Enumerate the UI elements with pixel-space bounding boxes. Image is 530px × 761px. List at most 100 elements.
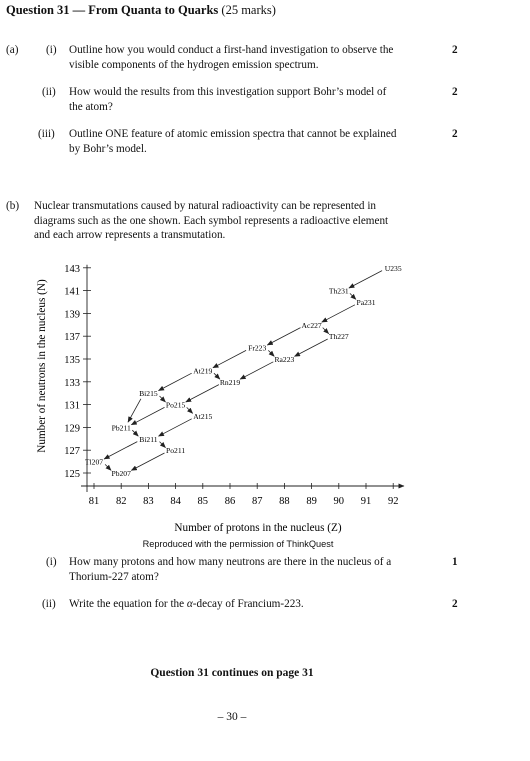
y-tick-label: 131: [64, 401, 80, 412]
transmutation-arrow: [104, 464, 112, 471]
image-credit: Reproduced with the permission of ThinkQ…: [142, 539, 334, 549]
part-b-ii-text: Write the equation for the α-decay of Fr…: [69, 597, 429, 612]
nuclide-label-at215: At215: [193, 412, 212, 421]
part-b-ii-num: (ii): [42, 598, 56, 610]
part-b-intro-line1: Nuclear transmutations caused by natural…: [34, 200, 377, 212]
part-a-ii-line2: the atom?: [69, 100, 113, 113]
y-tick-label: 141: [64, 287, 80, 298]
transmutation-arrow: [266, 327, 301, 346]
part-a-i-line1: Outline how you would conduct a first-ha…: [69, 44, 394, 56]
part-b-intro: Nuclear transmutations caused by natural…: [34, 199, 434, 243]
chart-nuclide-labels: U235 Th231 Pa231 Ac227 Th227 Fr223 Ra223 At219 R…: [85, 264, 402, 478]
part-b-i-text: How many protons and how many neutrons a…: [69, 555, 429, 584]
part-a-i-line2: visible components of the hydrogen emiss…: [69, 58, 319, 71]
part-a-iii-line2: by Bohr’s model.: [69, 142, 147, 155]
transmutation-arrow: [212, 350, 247, 369]
nuclide-label-ac227: Ac227: [301, 321, 321, 330]
nuclide-label-th231: Th231: [329, 287, 349, 296]
part-b-i-marks: 1: [452, 556, 458, 568]
part-b-label: (b): [6, 200, 20, 212]
chart-y-axis-label: Number of neutrons in the nucleus (N): [36, 279, 48, 453]
nuclide-label-pb211: Pb211: [112, 423, 131, 432]
nuclide-label-at219: At219: [193, 366, 212, 375]
part-a-i-marks: 2: [452, 44, 458, 56]
transmutation-arrow: [159, 441, 166, 448]
continues-note: Question 31 continues on page 31: [150, 667, 314, 679]
part-a-iii-text: Outline ONE feature of atomic emission s…: [69, 127, 439, 156]
x-tick-label: 88: [279, 496, 290, 507]
x-tick-label: 86: [225, 496, 236, 507]
chart-x-axis-label: Number of protons in the nucleus (Z): [174, 522, 341, 534]
transmutation-arrow: [349, 293, 357, 300]
nuclide-label-bi215: Bi215: [139, 389, 158, 398]
nuclide-label-pb207: Pb207: [111, 469, 131, 478]
y-tick-label: 143: [64, 264, 80, 275]
transmutation-arrow: [185, 384, 220, 403]
nuclide-label-tl207: Tl207: [85, 458, 103, 467]
chart-transmutation-arrows: [103, 270, 383, 471]
part-b-intro-line3: and each arrow represents a transmutatio…: [34, 229, 226, 241]
part-a-i-text: Outline how you would conduct a first-ha…: [69, 43, 429, 72]
transmutation-arrow: [103, 441, 138, 460]
transmutation-arrow: [186, 407, 194, 414]
question-title-bold: Question 31 — From Quanta to Quarks: [6, 3, 219, 17]
nuclide-label-pa231: Pa231: [357, 298, 376, 307]
x-tick-label: 89: [306, 496, 317, 507]
part-b-i-line1: How many protons and how many neutrons a…: [69, 556, 392, 568]
part-a-iii-marks: 2: [452, 128, 458, 140]
nuclide-label-fr223: Fr223: [248, 344, 266, 353]
x-tick-label: 85: [198, 496, 209, 507]
part-a-i-num: (i): [46, 44, 57, 56]
part-b-ii-marks: 2: [452, 598, 458, 610]
part-a-ii-num: (ii): [42, 86, 56, 98]
part-a-iii-num: (iii): [38, 128, 55, 140]
alpha-symbol: α: [186, 598, 193, 610]
question-title: Question 31 — From Quanta to Quarks (25 …: [6, 3, 276, 18]
x-tick-label: 91: [361, 496, 372, 507]
y-tick-label: 139: [64, 309, 80, 320]
nuclide-label-ra223: Ra223: [274, 355, 294, 364]
transmutation-arrow: [158, 372, 192, 391]
part-b-ii-text-post: -decay of Francium-223.: [192, 598, 304, 610]
part-a-ii-marks: 2: [452, 86, 458, 98]
transmutation-arrow: [348, 270, 383, 289]
transmutation-arrow: [132, 429, 139, 437]
y-tick-label: 135: [64, 355, 80, 366]
y-tick-label: 137: [64, 332, 80, 343]
x-tick-label: 87: [252, 496, 263, 507]
transmutation-arrow: [213, 372, 221, 380]
part-b-i-num: (i): [46, 556, 57, 568]
part-b-i-line2: Thorium-227 atom?: [69, 570, 159, 583]
nuclide-label-po215: Po215: [166, 401, 186, 410]
transmutation-arrow: [321, 304, 356, 323]
transmutation-arrow: [158, 418, 192, 437]
part-b-ii-text-pre: Write the equation for the: [69, 598, 187, 610]
x-tick-label: 84: [170, 496, 181, 507]
y-tick-label: 127: [64, 446, 80, 457]
part-a-ii-text: How would the results from this investig…: [69, 85, 429, 114]
nuclide-label-th227: Th227: [329, 332, 349, 341]
y-tick-label: 129: [64, 423, 80, 434]
part-a-iii-line1: Outline ONE feature of atomic emission s…: [69, 128, 397, 140]
transmutation-arrow: [239, 361, 274, 380]
x-tick-label: 82: [116, 496, 127, 507]
part-b-intro-line2: diagrams such as the one shown. Each sym…: [34, 214, 389, 227]
nuclide-label-u235: U235: [385, 264, 402, 273]
part-a-label: (a): [6, 44, 19, 56]
x-tick-label: 83: [143, 496, 154, 507]
question-title-marks: (25 marks): [218, 3, 276, 17]
x-tick-label: 81: [89, 496, 100, 507]
transmutation-arrow: [159, 395, 166, 403]
transmutation-arrow: [322, 327, 330, 334]
transmutation-arrow: [130, 452, 165, 471]
page-number: – 30 –: [217, 711, 247, 723]
transmutation-arrow: [130, 407, 165, 426]
x-tick-label: 92: [388, 496, 399, 507]
y-tick-label: 133: [64, 378, 80, 389]
y-tick-label: 125: [64, 469, 80, 480]
nuclear-transmutation-chart: 125 127 129 131 133 135 137 139 141 143 81 82 83 84 85…: [36, 264, 405, 534]
chart-axes: 125 127 129 131 133 135 137 139 141 143 81 82 83 84 85…: [64, 264, 405, 507]
nuclide-label-rn219: Rn219: [220, 378, 240, 387]
transmutation-arrow: [268, 350, 275, 357]
part-a-ii-line1: How would the results from this investig…: [69, 86, 387, 98]
